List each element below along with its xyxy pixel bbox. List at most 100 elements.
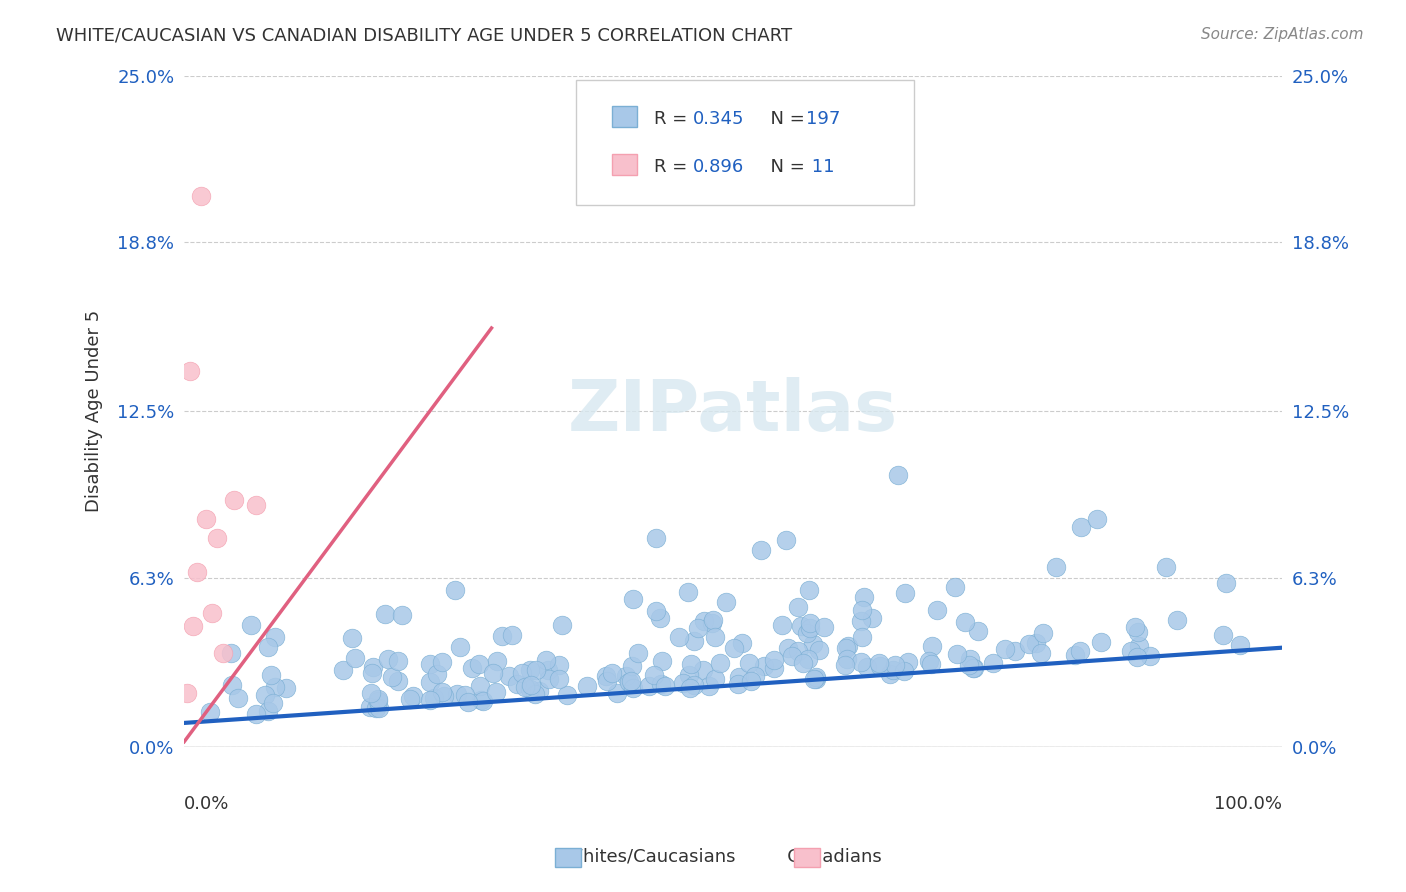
Point	[468, 657, 491, 672]
Point	[446, 687, 468, 701]
Point	[849, 655, 872, 669]
Point	[550, 617, 572, 632]
Point	[471, 694, 494, 708]
Point	[638, 679, 661, 693]
Point	[219, 646, 242, 660]
Point	[264, 631, 287, 645]
Text: 197: 197	[806, 110, 839, 128]
Point	[967, 624, 990, 638]
Point	[340, 632, 363, 646]
Point	[887, 467, 910, 482]
Point	[688, 621, 710, 635]
Point	[1004, 643, 1026, 657]
Point	[679, 657, 702, 671]
Point	[1045, 559, 1067, 574]
Point	[538, 672, 561, 686]
Point	[668, 630, 690, 644]
Point	[419, 675, 441, 690]
Point	[524, 663, 547, 677]
Text: 0.0%: 0.0%	[184, 796, 229, 814]
Point	[595, 668, 617, 682]
Point	[239, 618, 262, 632]
Point	[775, 533, 797, 547]
Point	[419, 693, 441, 707]
Point	[1069, 644, 1091, 658]
Point	[835, 641, 858, 656]
Text: N =: N =	[759, 158, 811, 176]
Point	[621, 681, 644, 695]
Point	[201, 606, 224, 620]
Point	[790, 619, 813, 633]
Point	[621, 592, 644, 607]
Point	[752, 658, 775, 673]
Point	[959, 658, 981, 673]
Point	[834, 658, 856, 673]
Point	[918, 654, 941, 668]
Point	[470, 679, 492, 693]
Point	[364, 701, 387, 715]
Text: Source: ZipAtlas.com: Source: ZipAtlas.com	[1201, 27, 1364, 42]
Point	[700, 615, 723, 630]
Point	[1070, 520, 1092, 534]
Point	[482, 666, 505, 681]
Point	[882, 663, 904, 677]
Point	[703, 672, 725, 686]
Point	[727, 677, 749, 691]
Point	[894, 586, 917, 600]
Point	[555, 688, 578, 702]
Point	[851, 630, 873, 644]
Point	[510, 665, 533, 680]
Point	[176, 686, 198, 700]
Point	[491, 629, 513, 643]
Point	[627, 647, 650, 661]
Point	[1025, 636, 1047, 650]
Point	[359, 700, 381, 714]
Point	[728, 670, 751, 684]
Point	[852, 590, 875, 604]
Point	[837, 639, 859, 653]
Point	[430, 655, 453, 669]
Point	[614, 669, 637, 683]
Point	[419, 657, 441, 671]
Point	[501, 627, 523, 641]
Point	[683, 634, 706, 648]
Point	[946, 648, 969, 662]
Point	[953, 615, 976, 630]
Point	[361, 660, 384, 674]
Y-axis label: Disability Age Under 5: Disability Age Under 5	[86, 310, 103, 512]
Point	[796, 652, 818, 666]
Point	[879, 666, 901, 681]
Text: ZIPatlas: ZIPatlas	[568, 376, 898, 446]
Point	[1212, 628, 1234, 642]
Point	[222, 492, 245, 507]
Point	[387, 674, 409, 689]
Point	[245, 706, 267, 721]
Point	[709, 656, 731, 670]
Point	[693, 614, 716, 628]
Point	[787, 644, 810, 658]
Point	[226, 691, 249, 706]
Point	[486, 654, 509, 668]
Point	[692, 663, 714, 677]
Point	[513, 680, 536, 694]
Point	[776, 640, 799, 655]
Point	[457, 695, 479, 709]
Point	[792, 656, 814, 670]
Point	[762, 653, 785, 667]
Point	[925, 603, 948, 617]
Point	[807, 643, 830, 657]
Point	[884, 657, 907, 672]
Point	[797, 582, 820, 597]
Point	[1154, 559, 1177, 574]
Point	[1090, 635, 1112, 649]
Text: WHITE/CAUCASIAN VS CANADIAN DISABILITY AGE UNDER 5 CORRELATION CHART: WHITE/CAUCASIAN VS CANADIAN DISABILITY A…	[56, 27, 793, 45]
Point	[860, 610, 883, 624]
Point	[600, 666, 623, 681]
Point	[869, 659, 891, 673]
Point	[897, 655, 920, 669]
Point	[381, 670, 404, 684]
Point	[1166, 613, 1188, 627]
Point	[186, 566, 208, 580]
Point	[529, 684, 551, 698]
Point	[787, 599, 810, 614]
